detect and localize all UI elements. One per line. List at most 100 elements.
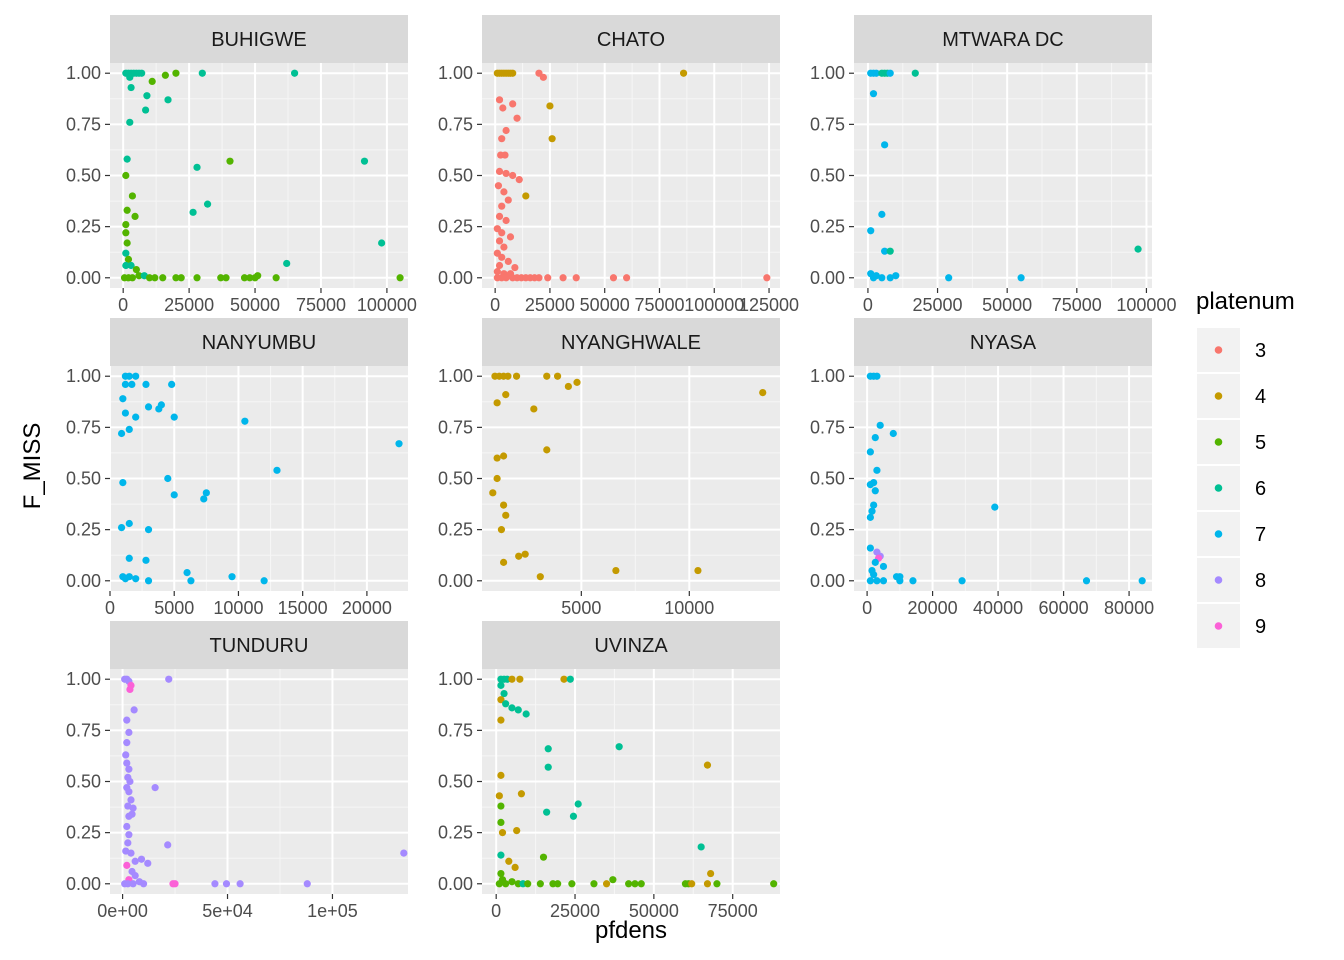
data-point bbox=[564, 382, 572, 391]
x-tick-label: 75000 bbox=[1052, 295, 1102, 315]
data-point bbox=[200, 495, 208, 503]
data-point bbox=[123, 716, 131, 724]
data-point bbox=[514, 706, 522, 714]
y-tick-label: 1.00 bbox=[66, 63, 101, 83]
data-point bbox=[499, 558, 508, 566]
data-point bbox=[127, 261, 135, 270]
data-point bbox=[144, 577, 153, 585]
y-tick-label: 0.00 bbox=[66, 571, 101, 591]
data-point bbox=[122, 220, 130, 229]
data-point bbox=[871, 558, 879, 566]
y-tick-label: 0.00 bbox=[66, 268, 101, 288]
data-point bbox=[536, 880, 544, 888]
data-point bbox=[892, 272, 900, 280]
facet-panel: UVINZA 0.00 0.25 0.50 0.75 1.00 0 25000 50000 750… bbox=[438, 621, 780, 921]
x-tick-label: 40000 bbox=[973, 598, 1023, 618]
data-point bbox=[144, 859, 152, 867]
y-tick-label: 0.00 bbox=[810, 571, 845, 591]
legend-swatch bbox=[1214, 392, 1223, 400]
data-point bbox=[131, 871, 139, 880]
data-point bbox=[303, 880, 311, 888]
y-tick-label: 0.00 bbox=[66, 874, 101, 894]
y-tick-label: 1.00 bbox=[810, 63, 845, 83]
data-point bbox=[125, 812, 133, 820]
data-point bbox=[291, 69, 299, 77]
data-point bbox=[123, 206, 131, 214]
data-point bbox=[128, 380, 136, 389]
data-point bbox=[125, 831, 133, 839]
legend-label: 4 bbox=[1255, 386, 1266, 408]
data-point bbox=[125, 554, 133, 562]
y-tick-label: 0.25 bbox=[810, 520, 845, 540]
data-point bbox=[132, 265, 140, 274]
data-point bbox=[866, 513, 874, 521]
data-point bbox=[126, 73, 134, 81]
data-point bbox=[513, 826, 521, 835]
data-point bbox=[569, 812, 578, 820]
y-tick-label: 0.25 bbox=[66, 520, 101, 540]
data-point bbox=[144, 403, 153, 411]
data-point bbox=[198, 69, 206, 77]
y-axis-title: F_MISS bbox=[19, 423, 46, 510]
x-tick-label: 100000 bbox=[1116, 295, 1176, 315]
data-point bbox=[132, 413, 140, 421]
data-point bbox=[151, 274, 159, 282]
data-point bbox=[991, 503, 999, 511]
data-point bbox=[495, 96, 504, 104]
data-point bbox=[135, 272, 143, 280]
data-point bbox=[679, 69, 688, 77]
data-point bbox=[548, 135, 556, 143]
data-point bbox=[217, 274, 225, 282]
data-point bbox=[125, 728, 133, 737]
data-point bbox=[878, 210, 886, 218]
data-point bbox=[535, 274, 543, 282]
data-point bbox=[707, 869, 715, 878]
x-tick-label: 20000 bbox=[342, 598, 392, 618]
data-point bbox=[125, 519, 133, 528]
data-point bbox=[489, 489, 497, 497]
data-point bbox=[574, 800, 582, 808]
data-point bbox=[360, 157, 369, 165]
y-tick-label: 0.50 bbox=[66, 469, 101, 489]
data-point bbox=[500, 689, 508, 698]
data-point bbox=[1134, 245, 1142, 253]
data-point bbox=[177, 274, 185, 282]
data-point bbox=[958, 577, 966, 585]
x-tick-label: 0 bbox=[490, 295, 500, 315]
data-point bbox=[129, 880, 137, 888]
data-point bbox=[876, 421, 884, 429]
data-point bbox=[886, 274, 894, 282]
data-point bbox=[866, 448, 874, 456]
data-point bbox=[127, 796, 135, 804]
data-point bbox=[131, 212, 139, 221]
data-point bbox=[945, 274, 953, 282]
facet-title: NYANGHWALE bbox=[561, 332, 701, 354]
y-tick-label: 0.25 bbox=[810, 217, 845, 237]
data-point bbox=[505, 857, 513, 865]
data-point bbox=[128, 274, 137, 282]
facet-title: UVINZA bbox=[594, 635, 668, 657]
data-point bbox=[395, 440, 403, 448]
y-tick-label: 0.50 bbox=[438, 772, 473, 792]
legend-entry: 7 bbox=[1197, 512, 1266, 556]
data-point bbox=[121, 575, 130, 583]
data-point bbox=[502, 391, 510, 399]
data-point bbox=[497, 851, 505, 859]
y-tick-label: 0.75 bbox=[438, 720, 473, 740]
data-point bbox=[1082, 577, 1091, 585]
data-point bbox=[524, 880, 532, 888]
data-point bbox=[123, 822, 131, 831]
data-point bbox=[508, 878, 516, 886]
data-point bbox=[703, 880, 712, 888]
x-tick-label: 0 bbox=[863, 295, 873, 315]
data-point bbox=[139, 880, 148, 888]
data-point bbox=[554, 880, 562, 888]
data-point bbox=[509, 100, 517, 108]
data-point bbox=[117, 429, 126, 438]
facet-panel: NYASA 0.00 0.25 0.50 0.75 1.00 0 20000 40000 6000… bbox=[810, 318, 1154, 618]
data-point bbox=[1017, 274, 1025, 282]
data-point bbox=[143, 92, 151, 100]
data-point bbox=[170, 491, 178, 499]
y-tick-label: 0.75 bbox=[810, 114, 845, 134]
data-point bbox=[625, 880, 633, 888]
